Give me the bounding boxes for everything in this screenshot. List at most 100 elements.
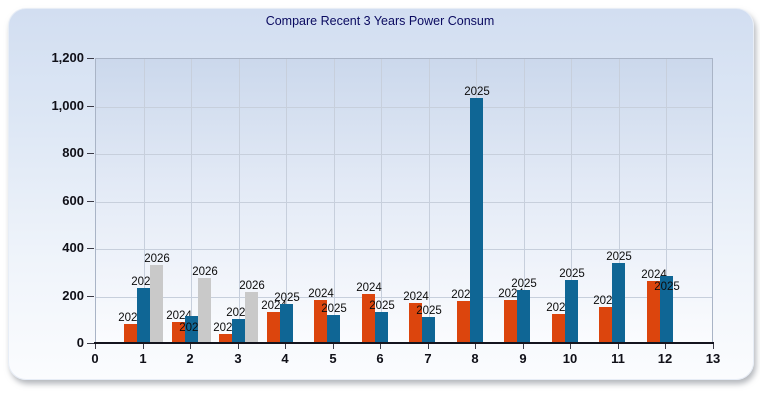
h-gridline-800	[96, 154, 712, 155]
plot-area: 2024 2025 2026 2024 2025 2026 2024 2025 2026 2024…	[95, 58, 713, 343]
bar-year-label-2026-month-2: 2026	[192, 266, 218, 278]
v-gridline-2	[191, 59, 192, 343]
bar-year-label-2025-month-9: 2025	[511, 278, 537, 290]
x-axis-label: 13	[705, 351, 721, 366]
x-axis-label: 4	[281, 351, 289, 366]
bar-year-label-2026-month-1: 2026	[144, 253, 170, 265]
bar-2025-month-11	[612, 263, 625, 343]
v-gridline-9	[524, 59, 525, 343]
bar-2025-month-7	[422, 317, 435, 343]
bar-year-label-2024-month-6: 2024	[356, 282, 382, 294]
x-axis-tick	[190, 344, 191, 349]
x-axis-tick	[570, 344, 571, 349]
bar-2025-month-8	[470, 98, 483, 343]
x-axis-tick	[238, 344, 239, 349]
bar-2025-month-12	[660, 276, 673, 343]
x-axis-label: 8	[471, 351, 479, 366]
bar-year-label-2025-month-12: 2025	[654, 281, 680, 293]
x-axis-label: 12	[657, 351, 673, 366]
x-axis-tick	[428, 344, 429, 349]
x-axis-tick	[143, 344, 144, 349]
bar-2024-month-6	[362, 294, 375, 343]
bar-year-label-2024-month-7: 2024	[403, 291, 429, 303]
x-axis-tick	[380, 344, 381, 349]
y-axis-tick	[87, 153, 94, 154]
bar-2024-month-9	[504, 300, 517, 343]
y-axis-tick	[87, 295, 94, 297]
x-axis-tick	[665, 344, 666, 349]
bar-year-label-2026-month-3: 2026	[239, 280, 265, 292]
bar-2024-month-1	[124, 324, 137, 343]
y-axis-label: 200	[62, 287, 84, 303]
x-axis-label: 7	[424, 351, 432, 366]
bar-2025-month-6	[375, 312, 388, 343]
bar-2026-month-2	[198, 278, 211, 343]
bar-2025-month-4	[280, 304, 293, 343]
bar-2025-month-5	[327, 315, 340, 343]
y-axis-label: 800	[62, 145, 84, 160]
bar-year-label-2025-month-6: 2025	[369, 300, 395, 312]
x-axis-label: 2	[186, 351, 194, 366]
bar-year-label-2025-month-5: 2025	[321, 303, 347, 315]
v-gridline-6	[381, 59, 382, 343]
x-axis-line	[94, 342, 714, 344]
bar-2026-month-1	[150, 265, 163, 343]
y-axis-label: 600	[62, 192, 84, 208]
x-axis-tick	[95, 344, 96, 349]
x-axis-tick	[618, 344, 619, 349]
y-axis-label: 400	[62, 240, 84, 255]
bar-2024-month-7	[409, 303, 422, 343]
y-axis-label: 1,200	[51, 50, 84, 65]
bar-2024-month-5	[314, 300, 327, 343]
x-axis-label: 10	[562, 351, 578, 366]
x-axis-label: 0	[91, 351, 99, 366]
x-axis-label: 11	[611, 351, 625, 366]
y-axis-tick	[87, 105, 94, 107]
bar-2024-month-3	[219, 334, 232, 343]
bar-2025-month-10	[565, 280, 578, 343]
x-axis-tick	[523, 344, 524, 349]
v-gridline-5	[334, 59, 335, 343]
bar-2024-month-10	[552, 314, 565, 343]
bar-year-label-2025-month-4: 2025	[274, 292, 300, 304]
bar-2025-month-9	[517, 290, 530, 343]
v-gridline-11	[619, 59, 620, 343]
x-axis-label: 5	[329, 351, 337, 366]
x-axis-label: 3	[234, 351, 242, 366]
x-axis-tick	[713, 344, 714, 349]
bar-year-label-2025-month-7: 2025	[416, 305, 442, 317]
chart-title: Compare Recent 3 Years Power Consum	[265, 14, 495, 28]
v-gridline-7	[429, 59, 430, 343]
y-axis-label: 1,000	[51, 97, 84, 113]
bar-2026-month-3	[245, 292, 258, 343]
h-gridline-400	[96, 249, 712, 250]
bar-2024-month-12	[647, 281, 660, 343]
v-gridline-4	[286, 59, 287, 343]
x-axis-label: 9	[519, 351, 527, 366]
y-axis-tick	[87, 200, 94, 202]
bar-2025-month-1	[137, 288, 150, 343]
v-gridline-1	[144, 59, 145, 343]
v-gridline-3	[239, 59, 240, 343]
x-axis-label: 1	[139, 351, 147, 366]
bar-2025-month-3	[232, 319, 245, 343]
bar-2025-month-2	[185, 316, 198, 343]
v-gridline-12	[666, 59, 667, 343]
bar-year-label-2024-month-5: 2024	[308, 288, 334, 300]
bar-year-label-2025-month-11: 2025	[606, 251, 632, 263]
y-axis-label: 0	[76, 335, 84, 350]
h-gridline-600	[96, 201, 712, 203]
x-axis-tick	[285, 344, 286, 349]
h-gridline-200	[96, 296, 712, 298]
x-axis-tick	[333, 344, 334, 349]
x-axis-tick	[475, 344, 476, 349]
x-axis-label: 6	[376, 351, 384, 366]
y-axis-tick	[87, 58, 94, 59]
bar-2024-month-11	[599, 307, 612, 343]
bar-year-label-2025-month-10: 2025	[559, 268, 585, 280]
bar-2024-month-4	[267, 312, 280, 343]
bar-2024-month-8	[457, 301, 470, 343]
bar-year-label-2025-month-8: 2025	[464, 86, 490, 98]
bar-2024-month-2	[172, 322, 185, 343]
y-axis-tick	[87, 343, 94, 344]
